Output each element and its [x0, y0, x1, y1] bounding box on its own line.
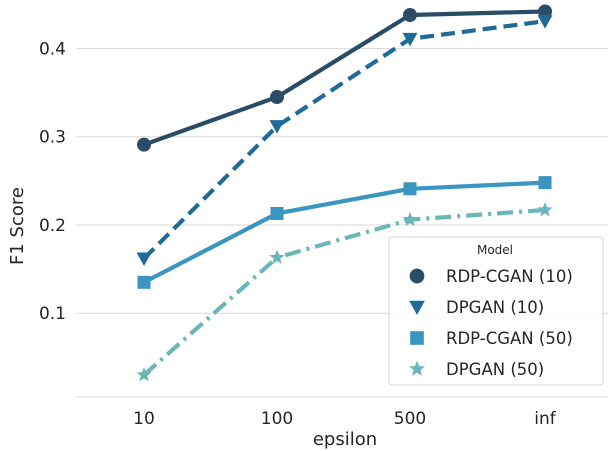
x-tick-label: 10 [133, 409, 155, 429]
legend-items: RDP-CGAN (10) DPGAN (10) RDP-CGAN (50) DPGA… [409, 267, 573, 379]
legend-marker [410, 331, 424, 345]
series-line [143, 180, 546, 285]
y-tick-label: 0.1 [39, 304, 66, 324]
legend-label: RDP-CGAN (50) [446, 329, 573, 348]
legend-entry: RDP-CGAN (50) [410, 329, 573, 348]
y-tick-label: 0.4 [39, 40, 66, 60]
series-group [136, 4, 553, 382]
legend-label: DPGAN (50) [446, 360, 544, 379]
x-tick-label: inf [534, 409, 556, 429]
legend: Model RDP-CGAN (10) DPGAN (10) RDP-CGAN (5… [388, 236, 604, 386]
y-tick-label: 0.2 [39, 216, 66, 236]
data-point [537, 15, 553, 29]
series-line [142, 19, 546, 260]
legend-marker [409, 268, 425, 284]
legend-entry: DPGAN (50) [409, 360, 544, 379]
y-axis-title: F1 Score [7, 187, 28, 265]
legend-marker [409, 300, 425, 315]
axes: 0.1 0.2 0.3 0.4 10 100 500 inf [39, 40, 608, 429]
legend-frame [388, 236, 604, 386]
legend-label: RDP-CGAN (10) [446, 267, 573, 286]
x-tick-label: 500 [394, 409, 426, 429]
data-point [537, 201, 553, 217]
x-axis-title: epsilon [313, 429, 377, 450]
series-line [142, 207, 546, 377]
legend-entry: RDP-CGAN (10) [409, 267, 573, 286]
y-tick-label: 0.3 [39, 128, 66, 148]
legend-title: Model [477, 243, 513, 257]
legend-label: DPGAN (10) [446, 298, 544, 317]
series-line [143, 9, 546, 147]
x-tick-label: 100 [261, 409, 293, 429]
legend-marker [409, 360, 425, 376]
legend-entry: DPGAN (10) [409, 298, 544, 317]
